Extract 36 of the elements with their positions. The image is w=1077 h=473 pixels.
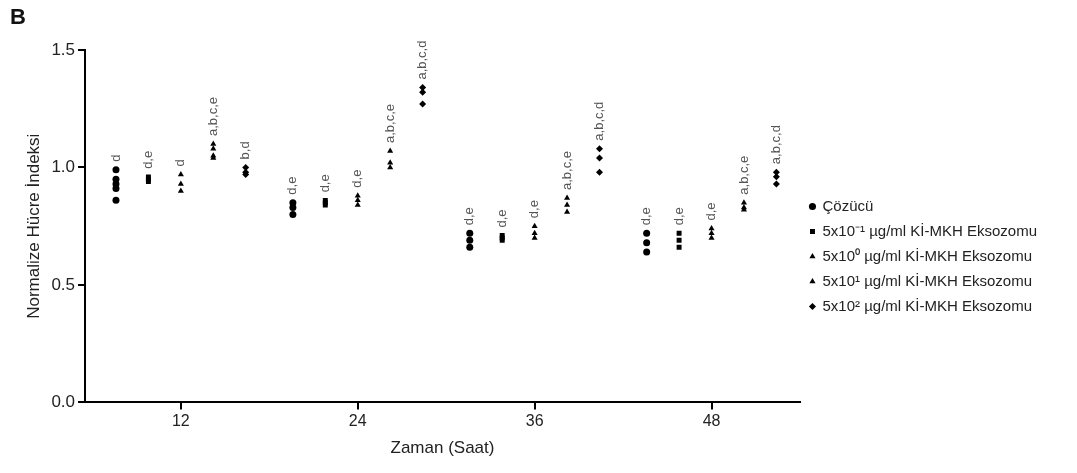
x-tick-label: 48 (702, 412, 721, 430)
x-axis-title: Zaman (Saat) (390, 438, 495, 458)
legend-label: 5x10² µg/ml Kİ-MKH Eksozomu (822, 296, 1032, 314)
y-tick-label: 1.0 (51, 157, 76, 177)
annotation: a,b,c,d (414, 40, 430, 80)
annotation: d,e (349, 169, 365, 188)
annotation: a,b,c,d (767, 125, 783, 165)
y-tick-label: 0.0 (51, 392, 76, 412)
legend-label: 5x10⁰ µg/ml Kİ-MKH Eksozomu (822, 246, 1033, 264)
annotation: a,b,c,e (558, 150, 574, 191)
annotation: d (172, 159, 188, 167)
annotation: d,e (493, 209, 509, 228)
legend-label: Çözücü (822, 196, 874, 214)
annotation: d,e (284, 176, 300, 195)
annotation: d (107, 154, 123, 162)
annotation: b,d (237, 141, 253, 160)
y-axis-title: Normalize Hücre İndeksi (23, 133, 43, 319)
annotation: d,e (140, 150, 155, 169)
y-tick-label: 0.5 (51, 274, 76, 294)
annotation: a,b,c,e (381, 103, 397, 144)
x-tick-label: 12 (171, 412, 190, 430)
y-tick-label: 1.5 (51, 39, 76, 59)
legend-label: 5x10⁻¹ µg/ml Kİ-MKH Eksozomu (822, 221, 1037, 239)
annotation: d,e (526, 200, 542, 219)
text: B (10, 4, 26, 30)
legend-label: 5x10¹ µg/ml Kİ-MKH Eksozomu (822, 271, 1032, 289)
annotation: a,b,c,d (591, 101, 607, 141)
annotation: d,e (461, 207, 477, 226)
x-tick-label: 24 (348, 412, 367, 430)
annotation: d,e (670, 207, 686, 226)
annotation: d,e (316, 174, 332, 193)
annotation: d,e (703, 202, 719, 221)
annotation: a,b,c,e (204, 96, 220, 136)
annotation: d,e (638, 207, 654, 226)
x-tick-label: 36 (525, 412, 544, 430)
annotation: a,b,c,e (735, 155, 751, 195)
